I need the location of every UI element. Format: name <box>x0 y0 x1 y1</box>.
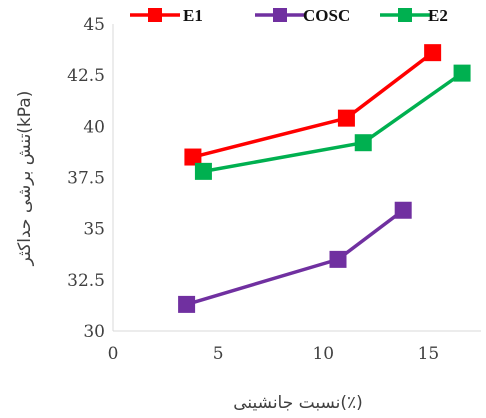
axes <box>112 24 481 332</box>
x-tick-label: 15 <box>418 344 440 364</box>
data-point <box>337 109 355 127</box>
x-tick-label: 5 <box>213 344 224 364</box>
legend-marker <box>273 8 287 22</box>
data-point <box>424 44 442 62</box>
series-e1 <box>184 44 442 166</box>
legend-label: E1 <box>183 6 203 25</box>
legend-marker <box>398 8 412 22</box>
data-point <box>354 134 372 152</box>
legend-item-cosc: COSC <box>255 6 350 25</box>
y-tick-label: 40 <box>83 117 105 137</box>
series-line <box>186 208 405 307</box>
legend-label: COSC <box>303 6 350 25</box>
legend-label: E2 <box>428 6 448 25</box>
y-tick-label: 42.5 <box>67 66 105 86</box>
y-tick-label: 45 <box>83 15 105 35</box>
series-layer <box>178 44 471 313</box>
data-point <box>184 148 202 166</box>
data-point <box>178 295 196 313</box>
legend: E1 COSC E2 <box>130 6 448 25</box>
x-tick-label: 10 <box>312 344 334 364</box>
series-line <box>192 51 434 159</box>
y-tick-label: 35 <box>83 220 105 240</box>
y-tick-label: 32.5 <box>67 271 105 291</box>
legend-item-e2: E2 <box>380 6 448 25</box>
data-point <box>329 250 347 268</box>
legend-item-e1: E1 <box>130 6 203 25</box>
data-point <box>453 64 471 82</box>
series-e2 <box>194 64 471 180</box>
x-tick-label: 0 <box>108 344 119 364</box>
x-axis-label: نسبت جانشینی(٪) <box>233 393 363 413</box>
data-point <box>394 201 412 219</box>
legend-marker <box>148 8 162 22</box>
y-tick-label: 37.5 <box>67 169 105 189</box>
y-tick-label: 30 <box>83 322 105 342</box>
series-cosc <box>178 201 412 313</box>
tick-labels: 30 32.5 35 37.5 40 42.5 45 0 5 10 15 <box>67 15 439 364</box>
data-point <box>194 162 212 180</box>
y-axis-label: تنش برشی حداکثر(kPa) <box>15 91 35 267</box>
